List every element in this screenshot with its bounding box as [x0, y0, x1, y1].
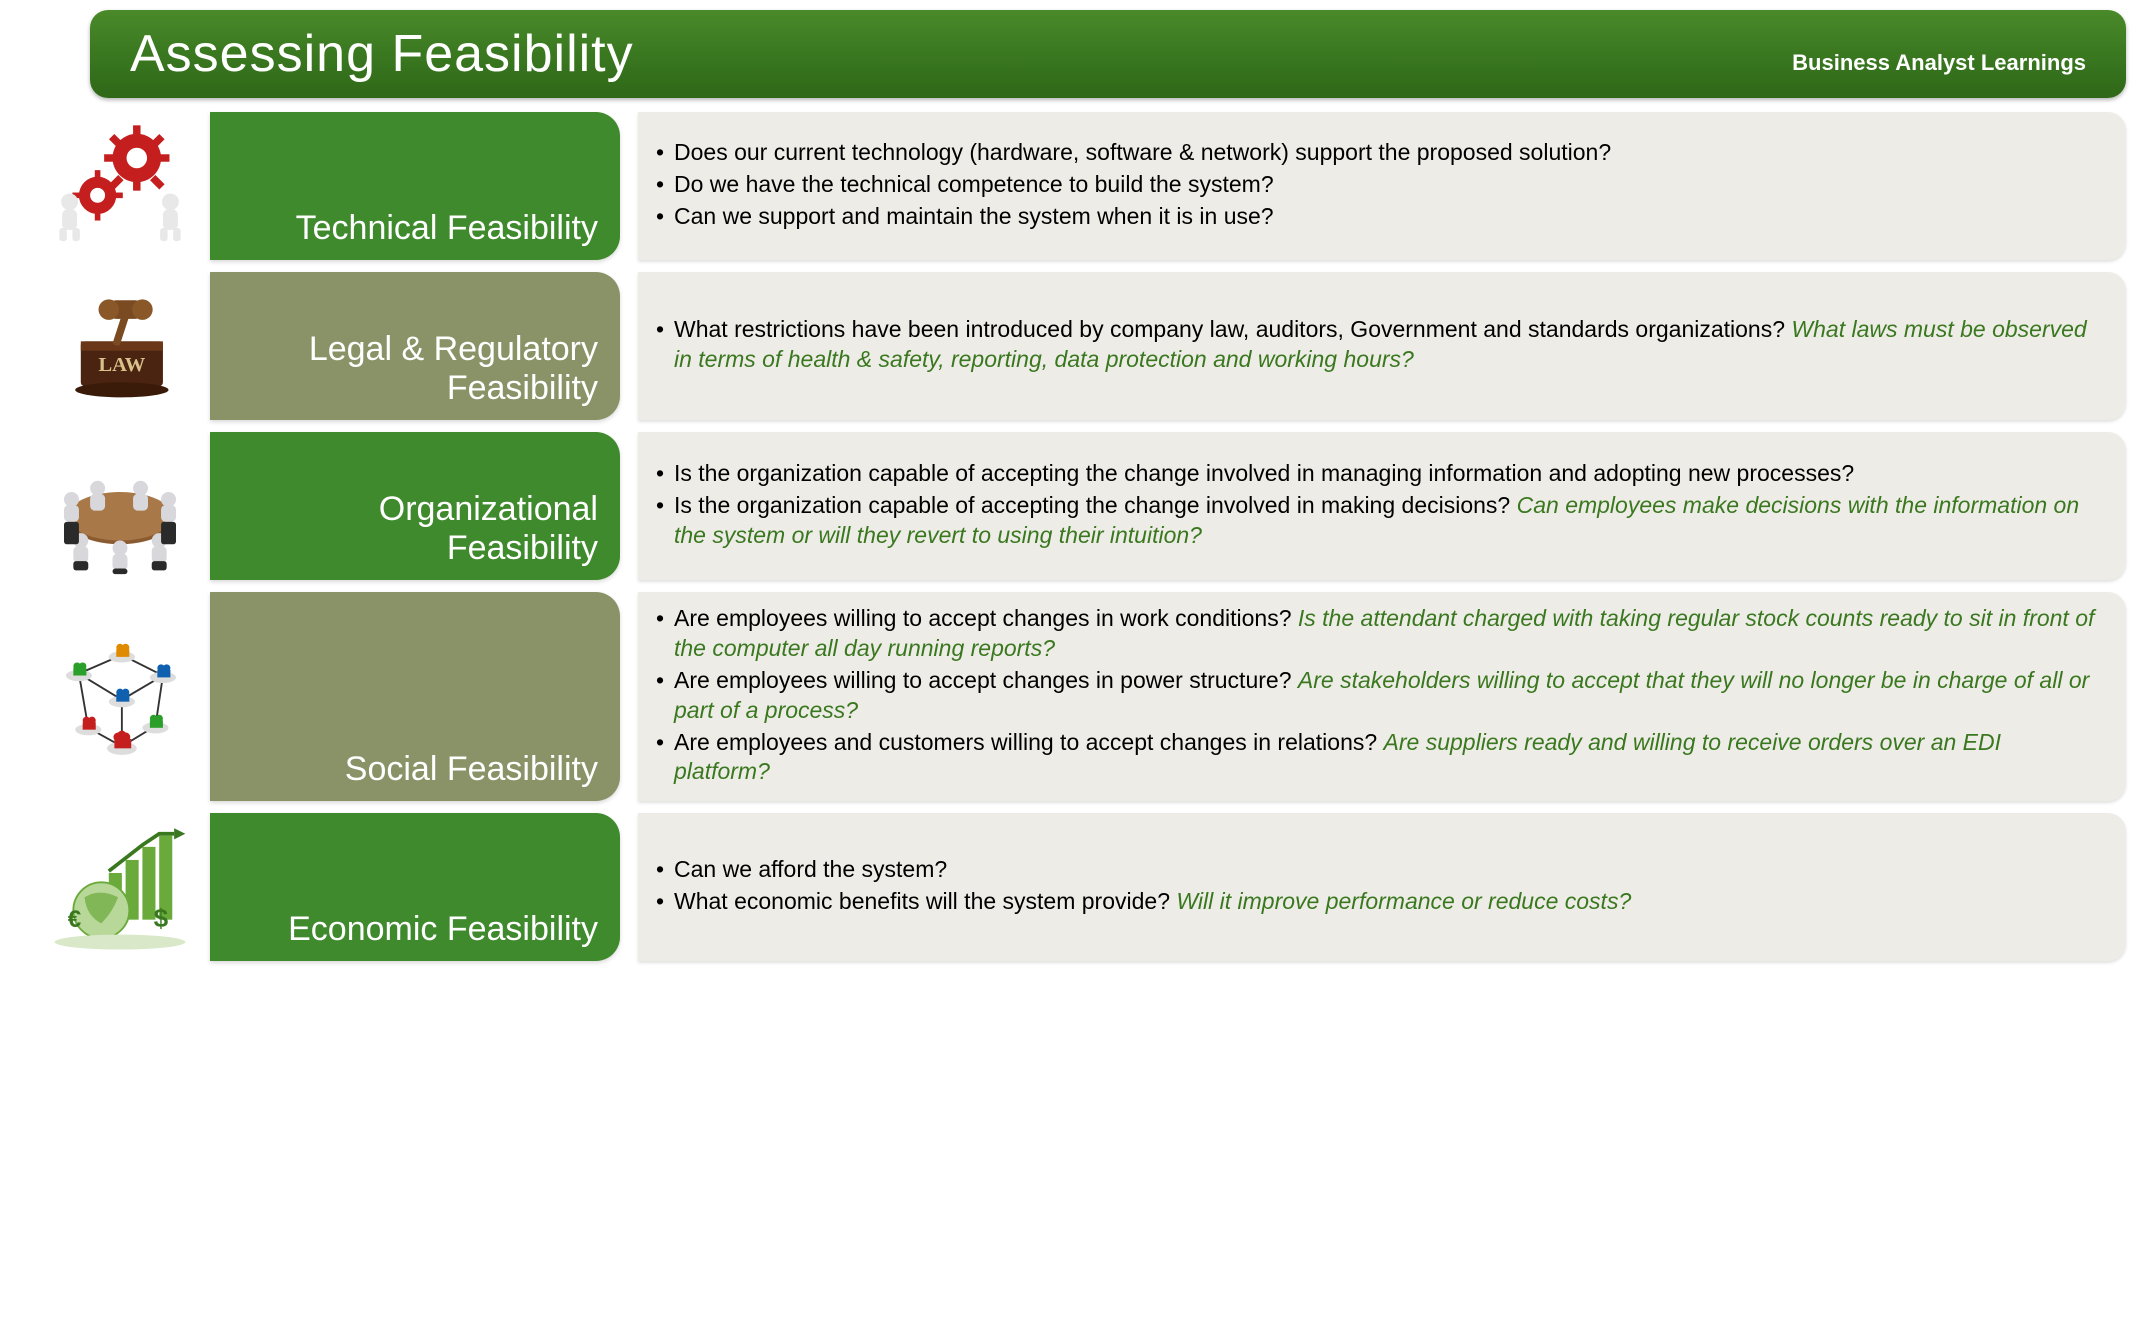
bullet-item: What economic benefits will the system p…	[656, 887, 2100, 917]
row-label: Legal & Regulatory Feasibility	[210, 272, 620, 420]
row-content: Does our current technology (hardware, s…	[638, 112, 2126, 260]
row-label-text: Technical Feasibility	[296, 209, 598, 248]
bullet-text: Does our current technology (hardware, s…	[674, 139, 1611, 165]
row-label: Social Feasibility	[210, 592, 620, 801]
row-content: What restrictions have been introduced b…	[638, 272, 2126, 420]
page-subtitle: Business Analyst Learnings	[1792, 50, 2086, 84]
bullet-text: Do we have the technical competence to b…	[674, 171, 1274, 197]
bullet-item: Are employees willing to accept changes …	[656, 666, 2100, 726]
row-content: Is the organization capable of accepting…	[638, 432, 2126, 580]
bullet-text: Is the organization capable of accepting…	[674, 460, 1854, 486]
bullet-item: Are employees and customers willing to a…	[656, 728, 2100, 788]
bullet-text: Is the organization capable of accepting…	[674, 492, 1510, 518]
meeting-icon	[30, 432, 210, 580]
bullet-text: Are employees and customers willing to a…	[674, 729, 1377, 755]
bullet-text: What restrictions have been introduced b…	[674, 316, 1785, 342]
bullet-text: Can we afford the system?	[674, 856, 947, 882]
bullet-text: Can we support and maintain the system w…	[674, 203, 1274, 229]
feasibility-row: Economic Feasibility Can we afford the sy…	[30, 813, 2126, 961]
row-label: Technical Feasibility	[210, 112, 620, 260]
row-label-text: Social Feasibility	[345, 750, 598, 789]
feasibility-row: Legal & Regulatory Feasibility What restr…	[30, 272, 2126, 420]
page-title: Assessing Feasibility	[130, 24, 634, 84]
bullet-emphasis: Will it improve performance or reduce co…	[1176, 888, 1631, 914]
bullet-text: Are employees willing to accept changes …	[674, 605, 1292, 631]
bullet-item: Is the organization capable of accepting…	[656, 459, 2100, 489]
bullet-item: Can we support and maintain the system w…	[656, 202, 2100, 232]
bullet-item: Are employees willing to accept changes …	[656, 604, 2100, 664]
law-icon	[30, 272, 210, 420]
feasibility-row: Social Feasibility Are employees willing …	[30, 592, 2126, 801]
bullet-item: Can we afford the system?	[656, 855, 2100, 885]
bullet-item: Does our current technology (hardware, s…	[656, 138, 2100, 168]
bullet-item: Do we have the technical competence to b…	[656, 170, 2100, 200]
gears-icon	[30, 112, 210, 260]
rows-container: Technical Feasibility Does our current te…	[30, 112, 2126, 961]
bullet-text: What economic benefits will the system p…	[674, 888, 1170, 914]
row-content: Can we afford the system? What economic b…	[638, 813, 2126, 961]
economy-icon	[30, 813, 210, 961]
bullet-text: Are employees willing to accept changes …	[674, 667, 1292, 693]
network-icon	[30, 592, 210, 801]
row-label: Organizational Feasibility	[210, 432, 620, 580]
row-label-text: Economic Feasibility	[288, 910, 598, 949]
bullet-item: Is the organization capable of accepting…	[656, 491, 2100, 551]
header-bar: Assessing Feasibility Business Analyst L…	[90, 10, 2126, 98]
row-content: Are employees willing to accept changes …	[638, 592, 2126, 801]
feasibility-row: Organizational Feasibility Is the organiz…	[30, 432, 2126, 580]
row-label-text: Legal & Regulatory Feasibility	[220, 330, 598, 408]
bullet-item: What restrictions have been introduced b…	[656, 315, 2100, 375]
feasibility-row: Technical Feasibility Does our current te…	[30, 112, 2126, 260]
row-label-text: Organizational Feasibility	[220, 490, 598, 568]
row-label: Economic Feasibility	[210, 813, 620, 961]
